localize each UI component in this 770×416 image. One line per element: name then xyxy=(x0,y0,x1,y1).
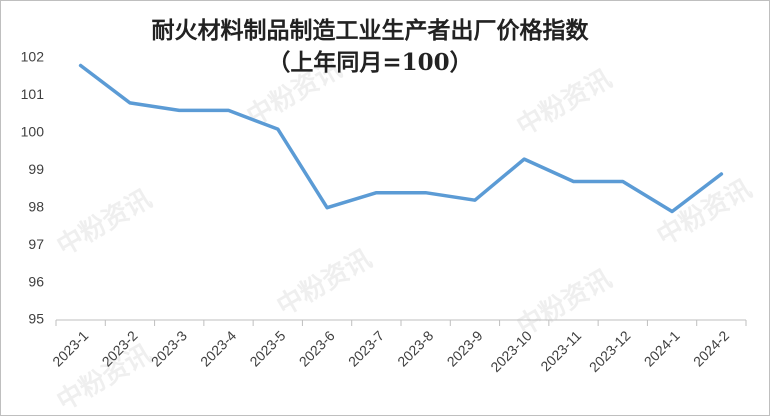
y-tick-label: 100 xyxy=(21,124,45,140)
y-tick-label: 97 xyxy=(28,236,44,252)
y-tick-label: 96 xyxy=(28,273,44,289)
chart-title: 耐火材料制品制造工业生产者出厂价格指数 xyxy=(152,17,590,44)
chart-subtitle: （上年同月=100） xyxy=(267,49,472,76)
y-tick-label: 95 xyxy=(28,311,44,327)
y-tick-label: 98 xyxy=(28,198,44,214)
y-tick-label: 102 xyxy=(21,49,45,65)
y-tick-label: 99 xyxy=(28,161,44,177)
y-tick-label: 101 xyxy=(21,86,45,102)
line-series xyxy=(78,63,724,214)
